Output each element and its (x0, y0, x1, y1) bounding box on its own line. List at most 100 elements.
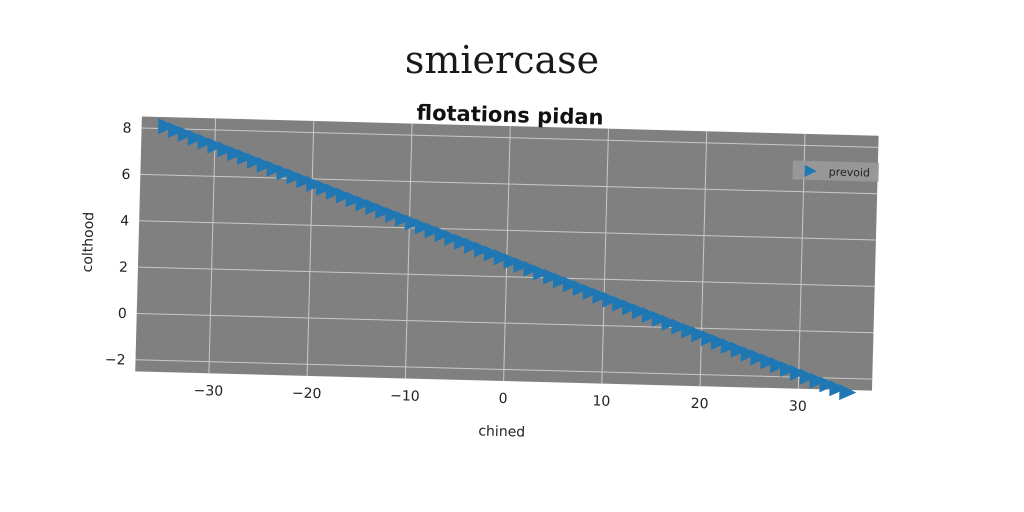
data-point (158, 118, 176, 135)
x-tick-label: 20 (690, 396, 708, 412)
data-point (513, 256, 531, 273)
data-point (296, 172, 314, 189)
data-point (829, 380, 847, 397)
scatter-points (158, 118, 857, 401)
data-point (256, 156, 274, 173)
y-tick-label: 4 (120, 213, 129, 229)
data-point (335, 187, 353, 204)
grid-line-y (140, 173, 878, 195)
data-point (266, 160, 284, 177)
data-point (770, 357, 788, 374)
data-point (167, 122, 186, 139)
data-point (740, 345, 758, 362)
legend-box (792, 160, 879, 182)
data-point (385, 206, 403, 223)
data-point (236, 149, 255, 166)
data-point (197, 133, 215, 150)
x-axis-ticks: −30 −20 −10 0 10 20 30 (193, 383, 806, 415)
x-tick-label: 0 (498, 391, 507, 407)
x-tick-label: 30 (789, 399, 807, 415)
legend: prevoid (792, 160, 879, 182)
x-tick-label: −30 (193, 383, 223, 400)
data-point (493, 249, 511, 266)
data-point (572, 280, 590, 297)
data-point (819, 376, 837, 393)
data-point (276, 164, 294, 181)
x-tick-label: −10 (390, 388, 420, 405)
data-point (720, 337, 738, 354)
data-point (789, 364, 807, 381)
data-point (641, 307, 659, 324)
x-tick-label: 10 (592, 393, 610, 409)
grid-line-x (306, 120, 315, 376)
x-axis-label: chined (478, 423, 525, 440)
grid-line-x (208, 118, 217, 374)
data-point (345, 191, 363, 208)
data-point (227, 145, 245, 162)
data-point (325, 183, 344, 200)
y-axis-ticks: −2 0 2 4 6 8 (105, 121, 132, 369)
data-point (365, 199, 383, 216)
page-title: smiercase (404, 38, 600, 82)
data-point (464, 237, 482, 254)
data-point (839, 384, 857, 401)
data-point (375, 202, 393, 219)
grid-line-x (503, 126, 511, 382)
y-tick-label: 8 (122, 121, 131, 137)
data-point (671, 318, 689, 335)
data-point (207, 137, 225, 154)
data-point (710, 334, 729, 351)
data-point (691, 326, 709, 343)
grid (135, 118, 879, 389)
x-tick-label: −20 (292, 385, 322, 402)
data-point (483, 245, 501, 262)
data-point (523, 260, 541, 277)
data-point (473, 241, 492, 258)
data-point (306, 175, 324, 192)
y-axis-label: colthood (80, 212, 98, 273)
data-point (315, 179, 334, 196)
data-point (661, 314, 679, 331)
grid-line-y (135, 359, 873, 380)
data-point (750, 349, 768, 366)
data-point (394, 210, 413, 227)
grid-line-y (141, 127, 879, 148)
grid-line-x (404, 123, 413, 379)
legend-series-label: prevoid (829, 165, 871, 179)
data-point (809, 372, 827, 389)
data-point (542, 268, 561, 285)
data-point (760, 353, 778, 370)
data-point (621, 299, 640, 316)
data-point (355, 195, 373, 212)
data-point (552, 272, 571, 289)
data-point (503, 253, 521, 270)
data-point (582, 283, 600, 300)
data-point (217, 141, 235, 158)
data-point (799, 368, 817, 385)
grid-line-y (136, 312, 874, 334)
data-point (700, 330, 719, 347)
data-point (444, 229, 462, 246)
grid-line-y (139, 220, 876, 241)
data-point (414, 218, 432, 235)
data-point (246, 152, 265, 169)
data-point (779, 361, 798, 378)
data-point (592, 287, 610, 304)
legend-marker (804, 164, 817, 177)
y-tick-label: −2 (105, 352, 126, 369)
y-tick-label: 0 (118, 306, 127, 322)
grid-line-x (601, 128, 610, 384)
data-point (424, 222, 442, 239)
data-point (454, 233, 472, 250)
chart-title: flotations pidan (416, 101, 604, 130)
data-point (602, 291, 620, 308)
data-point (631, 303, 650, 320)
data-point (562, 276, 580, 293)
grid-line-y (137, 266, 875, 287)
data-point (730, 341, 748, 358)
data-point (533, 264, 551, 281)
data-point (187, 129, 205, 146)
data-point (404, 214, 422, 231)
data-point (434, 226, 452, 243)
